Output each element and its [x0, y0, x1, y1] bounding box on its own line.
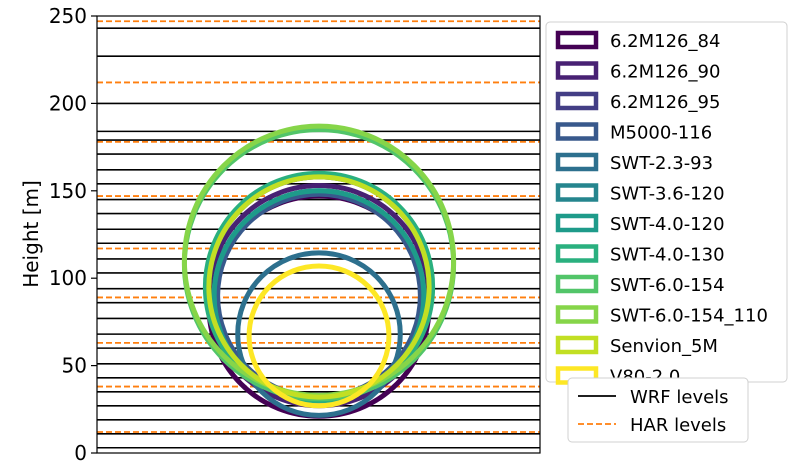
rotor-circle [206, 174, 432, 400]
legend-label: 6.2M126_84 [610, 31, 720, 52]
legend-swatch [555, 335, 599, 355]
legend-label: Senvion_5M [610, 336, 718, 357]
rotor-circle [246, 263, 392, 409]
level-legend: WRF levels HAR levels [567, 377, 749, 443]
legend-label: 6.2M126_90 [610, 62, 720, 83]
legend-label: SWT-4.0-130 [610, 245, 725, 266]
legend-label: M5000-116 [610, 123, 712, 144]
legend-label: SWT-6.0-154_110 [610, 306, 768, 327]
legend-label: 6.2M126_95 [610, 92, 720, 113]
legend-swatch [555, 91, 599, 111]
plot-area [97, 20, 540, 449]
legend-label: SWT-2.3-93 [610, 153, 713, 174]
turbine-legend: 6.2M126_84 6.2M126_90 6.2M126_95 M5000-116 S… [545, 21, 788, 388]
rotor-circle [235, 250, 403, 418]
legend-swatch [555, 305, 599, 324]
legend-label: WRF levels [630, 387, 729, 408]
legend-swatch [555, 213, 599, 233]
har-level-lines [97, 20, 540, 433]
y-tick-label: 200 [49, 91, 87, 115]
y-tick-label: 100 [49, 266, 87, 290]
legend-label: SWT-4.0-120 [610, 214, 725, 235]
legend-swatch [555, 183, 599, 202]
legend-swatch [555, 61, 599, 80]
legend-label: SWT-3.6-120 [610, 184, 725, 205]
legend-swatch [555, 244, 599, 263]
plot-frame [96, 15, 541, 454]
rotor-circles [181, 123, 457, 419]
legend-label: HAR levels [630, 415, 726, 436]
y-axis-label: Height [m] [19, 180, 43, 288]
legend-swatch [555, 152, 599, 172]
legend-label: SWT-6.0-154 [610, 275, 725, 296]
wrf-level-lines [97, 27, 540, 449]
y-tick-label: 0 [74, 441, 87, 464]
legend-swatch [555, 122, 599, 141]
legend-swatch [555, 30, 599, 50]
axes: 0 50 100 150 200 250 [49, 4, 541, 464]
y-tick-label: 50 [62, 354, 87, 378]
y-tick-label: 150 [49, 179, 87, 203]
level-legend-frame [567, 377, 749, 443]
y-tick-label: 250 [49, 4, 87, 28]
legend-swatch [555, 274, 599, 294]
